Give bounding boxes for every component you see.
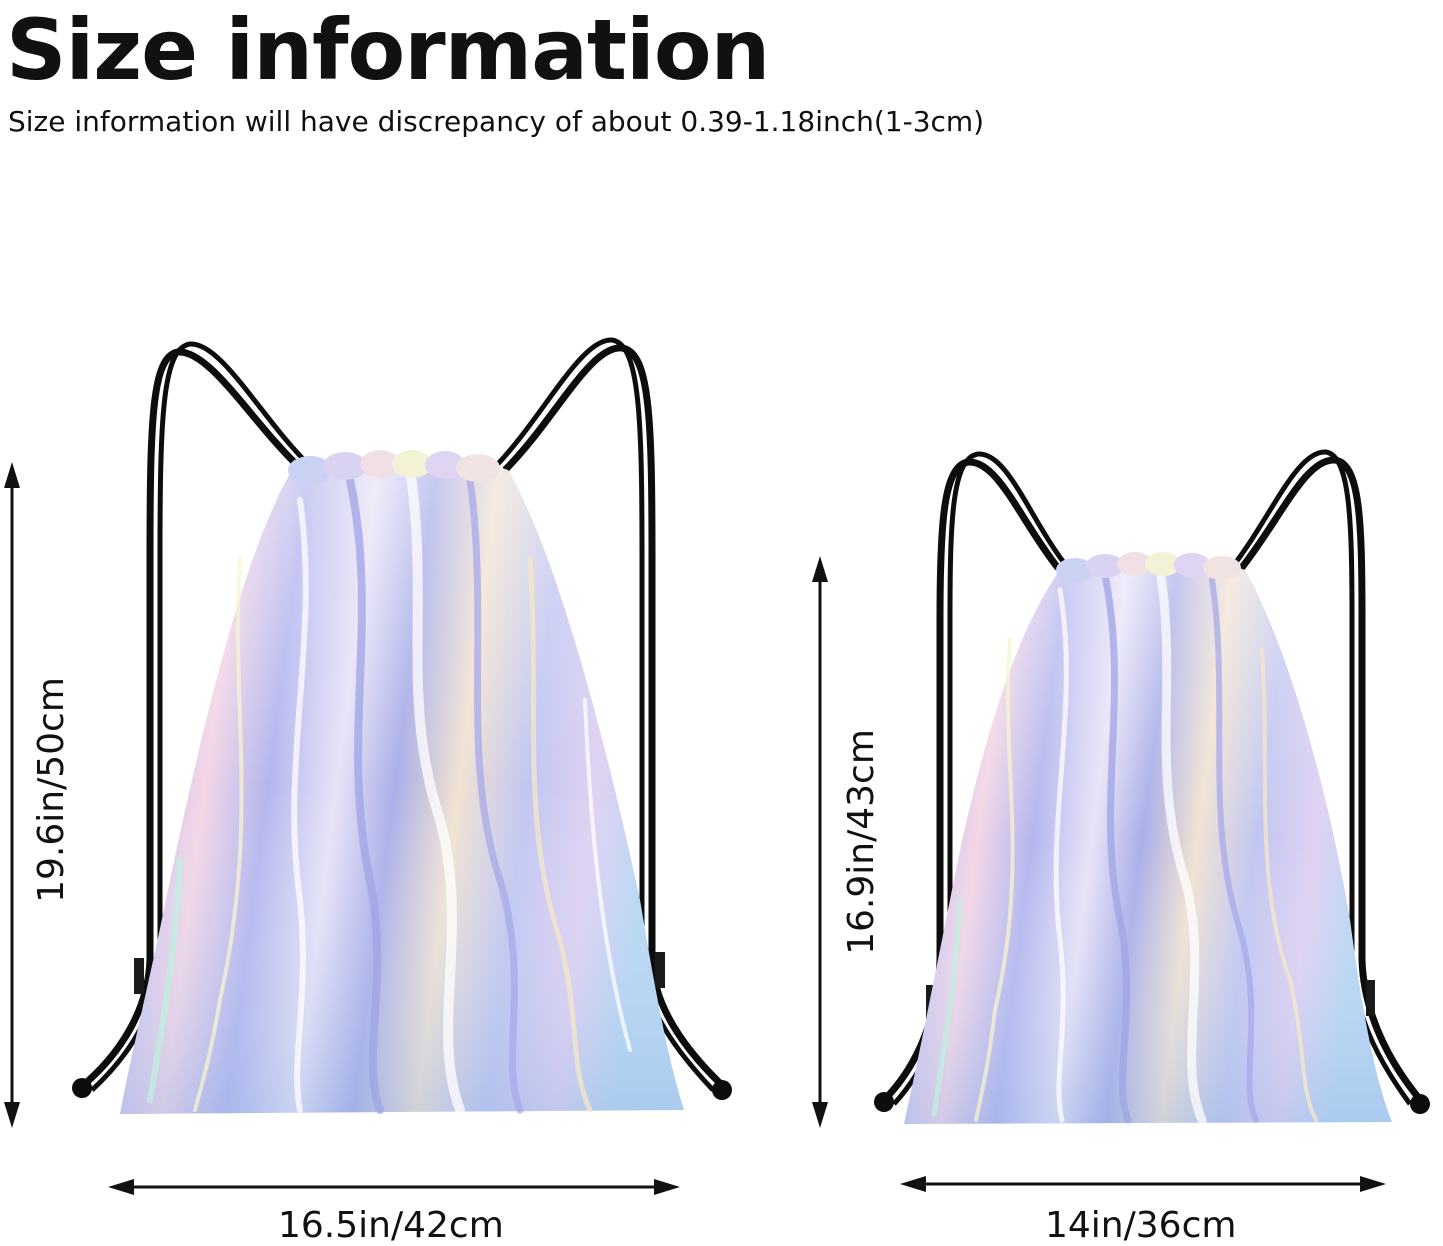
large-bag-width-label-visible: 16.5in/42cm [278, 1205, 504, 1246]
small-bag-height-arrow [812, 556, 828, 1128]
small-bag-right-cord [1237, 456, 1425, 1105]
small-bag-width-arrow [900, 1176, 1386, 1192]
large-bag [72, 337, 732, 1115]
small-bag-width-label: 14in/36cm [1045, 1205, 1237, 1246]
large-bag-right-cord [502, 344, 728, 1091]
large-bag-left-cord [77, 348, 303, 1091]
large-bag-drawstring-gather [288, 450, 500, 484]
large-bag-height-label: 19.6in/50cm [31, 677, 72, 903]
small-bag-drawstring-gather [1056, 552, 1241, 582]
page-title: Size information [6, 1, 770, 99]
small-bag [874, 449, 1430, 1125]
large-bag-height-arrow [4, 462, 20, 1128]
small-bag-height-label: 16.9in/43cm [841, 729, 882, 955]
size-disclaimer: Size information will have discrepancy o… [8, 105, 985, 138]
large-bag-width-arrow [108, 1179, 680, 1195]
